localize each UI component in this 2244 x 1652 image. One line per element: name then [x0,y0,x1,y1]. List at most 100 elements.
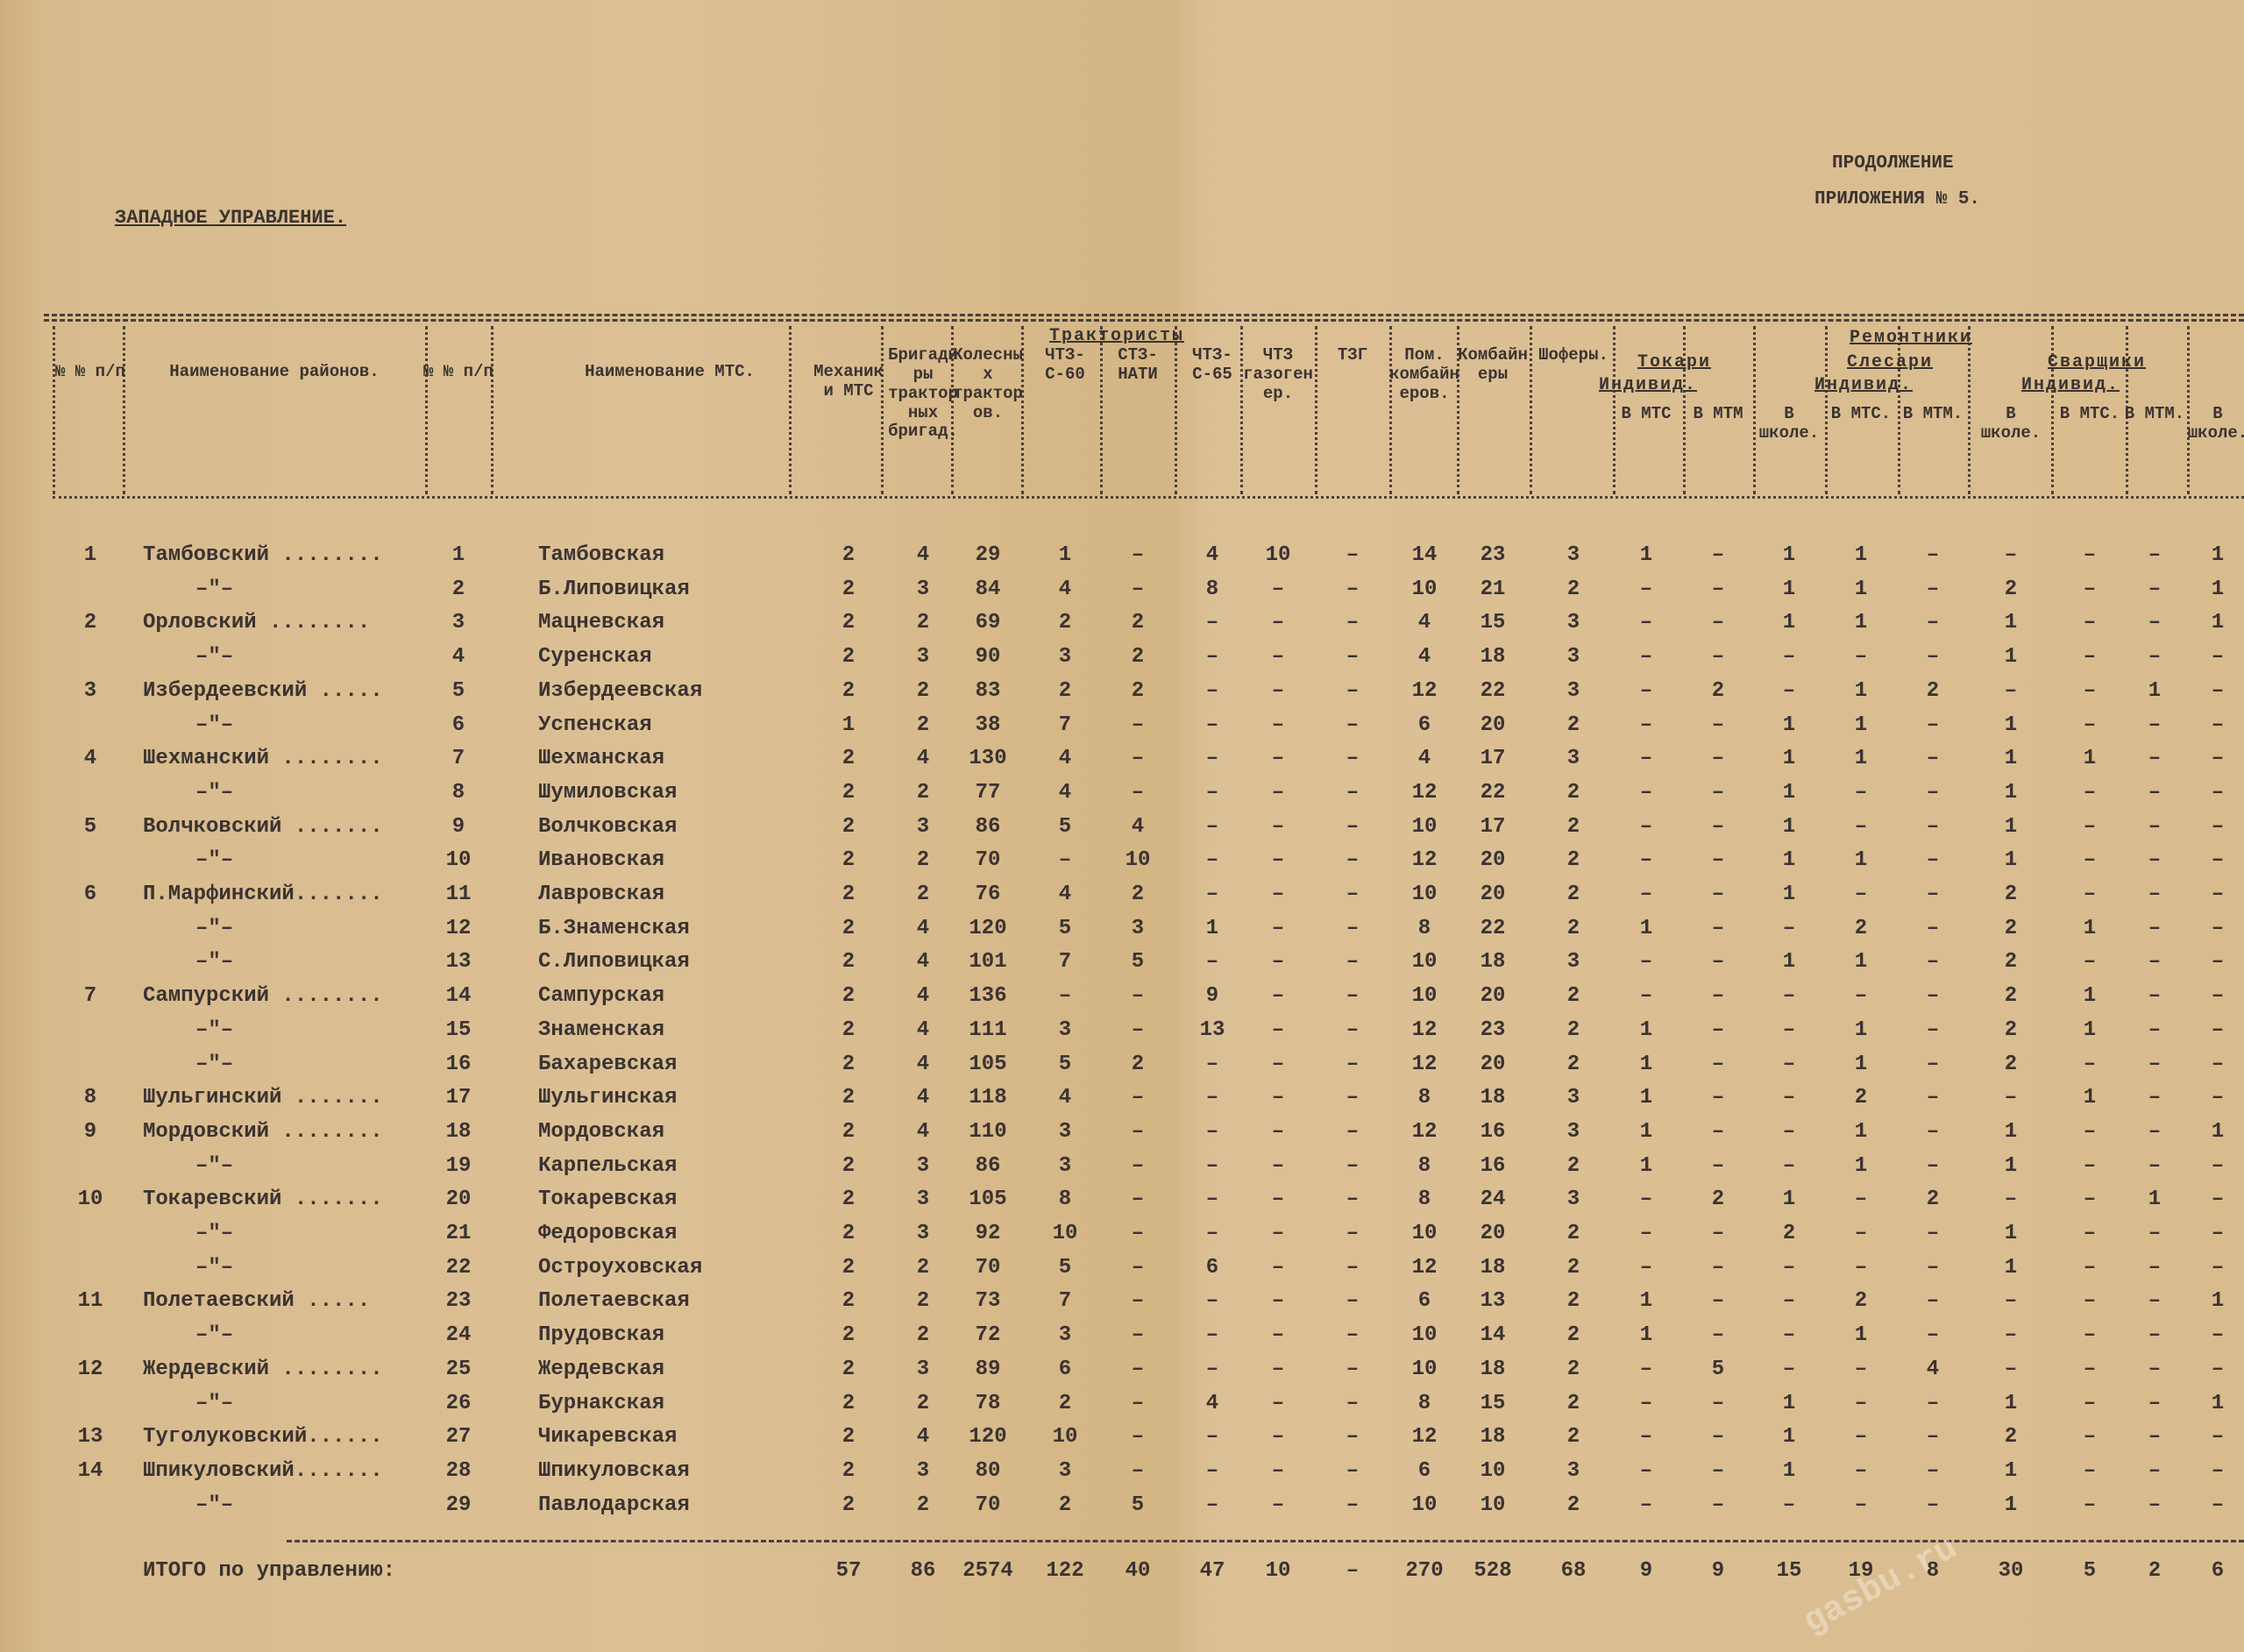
column-header: СТЗ-НАТИ [1118,345,1158,384]
cell: – [1271,814,1285,839]
cell: – [2083,1323,2097,1348]
cell: 1 [1782,543,1796,567]
cell: 2 [1566,1052,1580,1076]
cell: – [1782,1052,1796,1076]
cell: 1 [2004,1391,2018,1415]
cell: – [1131,713,1145,737]
cell: 3 [916,1357,930,1381]
cell: – [2083,814,2097,839]
cell: 76 [975,883,1001,906]
cell: – [1271,1086,1285,1110]
cell: – [2083,1188,2097,1212]
cell: – [1271,883,1285,906]
cell: 8 [1417,916,1431,940]
cell: 8 [83,1086,97,1110]
cell: 15 [445,1017,472,1042]
cell: 1 [2004,611,2018,635]
column-separator [2051,326,2054,494]
cell-text: –"– [195,1492,234,1517]
column-header: ЧТЗ-С-60 [1045,345,1085,384]
cell: 2 [916,611,930,635]
cell: 14 [1480,1323,1506,1348]
cell: – [2148,1492,2162,1517]
cell: 12 [1411,780,1438,805]
cell: 19 [445,1153,472,1178]
cell: – [1711,1086,1725,1110]
cell-text: –"– [195,848,234,873]
cell: 4 [1058,577,1072,601]
total-cell: 57 [835,1559,862,1583]
cell: 2 [1566,713,1580,737]
cell: 1 [1782,1391,1796,1415]
cell: 3 [916,645,930,670]
cell-text: Токаревская [538,1188,678,1212]
column-separator [1613,326,1616,494]
cell: – [2004,1323,2018,1348]
column-separator [2187,326,2190,494]
cell: 2 [1566,1289,1580,1314]
cell: – [1271,747,1285,771]
cell: 3 [1058,1323,1072,1348]
cell: 1 [1854,1017,1868,1042]
cell-text: Шульгинский ....... [143,1086,383,1110]
cell: – [2004,1188,2018,1212]
cell: – [1271,1255,1285,1280]
cell: 2 [1058,678,1072,703]
cell: 1 [1782,780,1796,805]
cell: 2 [1058,1391,1072,1415]
cell: 10 [1411,1492,1438,1517]
cell: 1 [2004,1222,2018,1245]
column-header: № № п/п [423,362,494,381]
cell: 3 [1566,543,1580,567]
cell: 72 [975,1323,1001,1348]
cell: 1 [2004,1153,2018,1178]
cell: – [1346,577,1360,601]
cell: 5 [451,678,465,703]
cell: – [1346,883,1360,906]
cell: – [1346,543,1360,567]
cell: – [2211,1086,2225,1110]
cell: 2 [842,1052,856,1076]
cell: 1 [1782,611,1796,635]
cell: 1 [2083,984,2097,1009]
cell-text: Суренская [538,645,652,670]
column-header: В школе. [1758,404,1820,443]
cell: 4 [1058,747,1072,771]
cell: 8 [1205,577,1219,601]
cell: 24 [445,1323,472,1348]
cell: 3 [1058,1153,1072,1178]
column-header: Комбайнеры [1458,345,1528,384]
cell: 13 [445,950,472,975]
cell: – [1711,713,1725,737]
cell: – [2211,916,2225,940]
cell: – [1131,1289,1145,1314]
cell: – [2083,883,2097,906]
column-group: Трактористы [1048,326,1185,346]
cell: – [2211,1492,2225,1517]
column-separator [1898,326,1900,494]
cell: – [2148,780,2162,805]
cell: – [1711,747,1725,771]
cell: 90 [975,645,1001,670]
cell-text: Полетаевская [538,1289,690,1314]
cell: – [1639,747,1653,771]
total-rule [287,1540,2244,1542]
cell: – [1131,1188,1145,1212]
cell: – [1271,1391,1285,1415]
cell: 2 [1566,814,1580,839]
cell: – [1271,611,1285,635]
cell: 2 [2004,1425,2018,1450]
cell: – [1639,814,1653,839]
cell-text: –"– [195,645,234,670]
cell: – [2083,1153,2097,1178]
column-header: В МТМ. [2124,404,2185,423]
cell: 1 [1782,950,1796,975]
cell: 2 [916,678,930,703]
column-separator [881,326,884,494]
cell: – [1854,1222,1868,1245]
cell: – [2083,543,2097,567]
cell: 20 [1480,883,1506,906]
cell: 118 [969,1086,1007,1110]
cell: – [1131,1222,1145,1245]
cell: – [1346,1153,1360,1178]
